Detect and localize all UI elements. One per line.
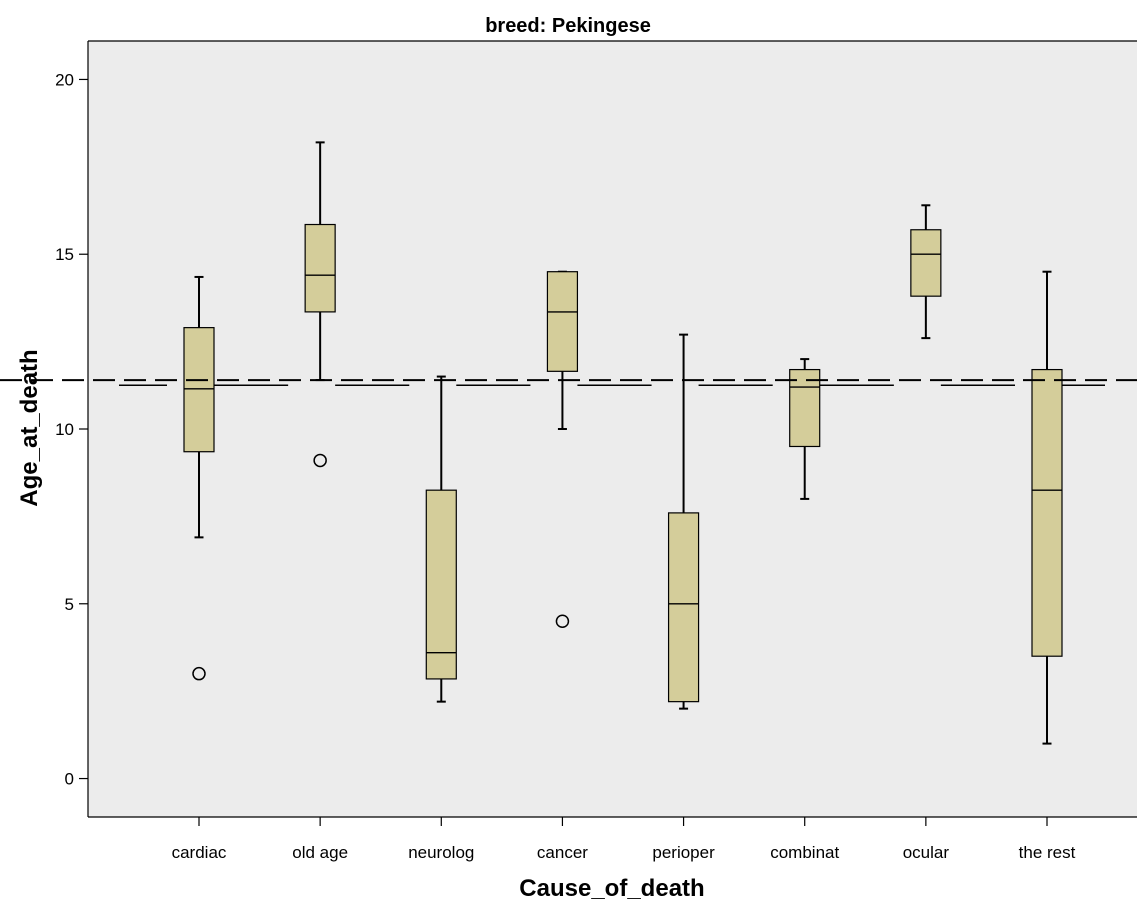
box-neurolog	[425, 375, 457, 703]
reference-lines	[0, 379, 1137, 387]
outlier-point	[313, 453, 327, 468]
y-tick-label: 0	[65, 770, 74, 789]
y-tick-label: 10	[55, 420, 74, 439]
box-iqr	[304, 223, 336, 313]
x-axis-label: Cause_of_death	[519, 875, 704, 902]
axes: 0 5 10 15 20 cardiac old age neurolog cancer peri…	[55, 40, 1137, 862]
outlier-point	[192, 666, 206, 681]
y-tick-label: 20	[55, 70, 74, 89]
y-tick-label: 5	[65, 595, 74, 614]
x-tick-label: perioper	[652, 843, 715, 862]
box-cardiac	[183, 275, 215, 681]
box-cancer	[546, 270, 579, 629]
x-tick-label: the rest	[1019, 843, 1076, 862]
box-combinat	[789, 358, 821, 500]
chart-title: breed: Pekingese	[485, 15, 651, 37]
box-perioper	[667, 333, 700, 710]
y-tick-label: 15	[55, 245, 74, 264]
box-iqr	[910, 229, 942, 297]
x-tick-label: cardiac	[172, 843, 227, 862]
x-tick-label: old age	[292, 843, 348, 862]
box-iqr	[667, 512, 700, 703]
box-ocular	[910, 204, 942, 340]
x-tick-label: combinat	[770, 843, 839, 862]
y-axis-label: Age_at_death	[16, 349, 43, 506]
x-tick-label: ocular	[903, 843, 950, 862]
box-iqr	[1031, 368, 1063, 657]
outlier-point	[555, 614, 570, 629]
x-tick-label: cancer	[537, 843, 588, 862]
box-iqr	[425, 489, 457, 680]
box-iqr	[183, 327, 215, 453]
box-iqr	[789, 368, 821, 448]
box-the-rest	[1031, 270, 1063, 745]
x-tick-label: neurolog	[408, 843, 474, 862]
boxes-layer	[183, 141, 1063, 745]
box-iqr	[546, 271, 579, 372]
plot-area	[88, 41, 1137, 817]
